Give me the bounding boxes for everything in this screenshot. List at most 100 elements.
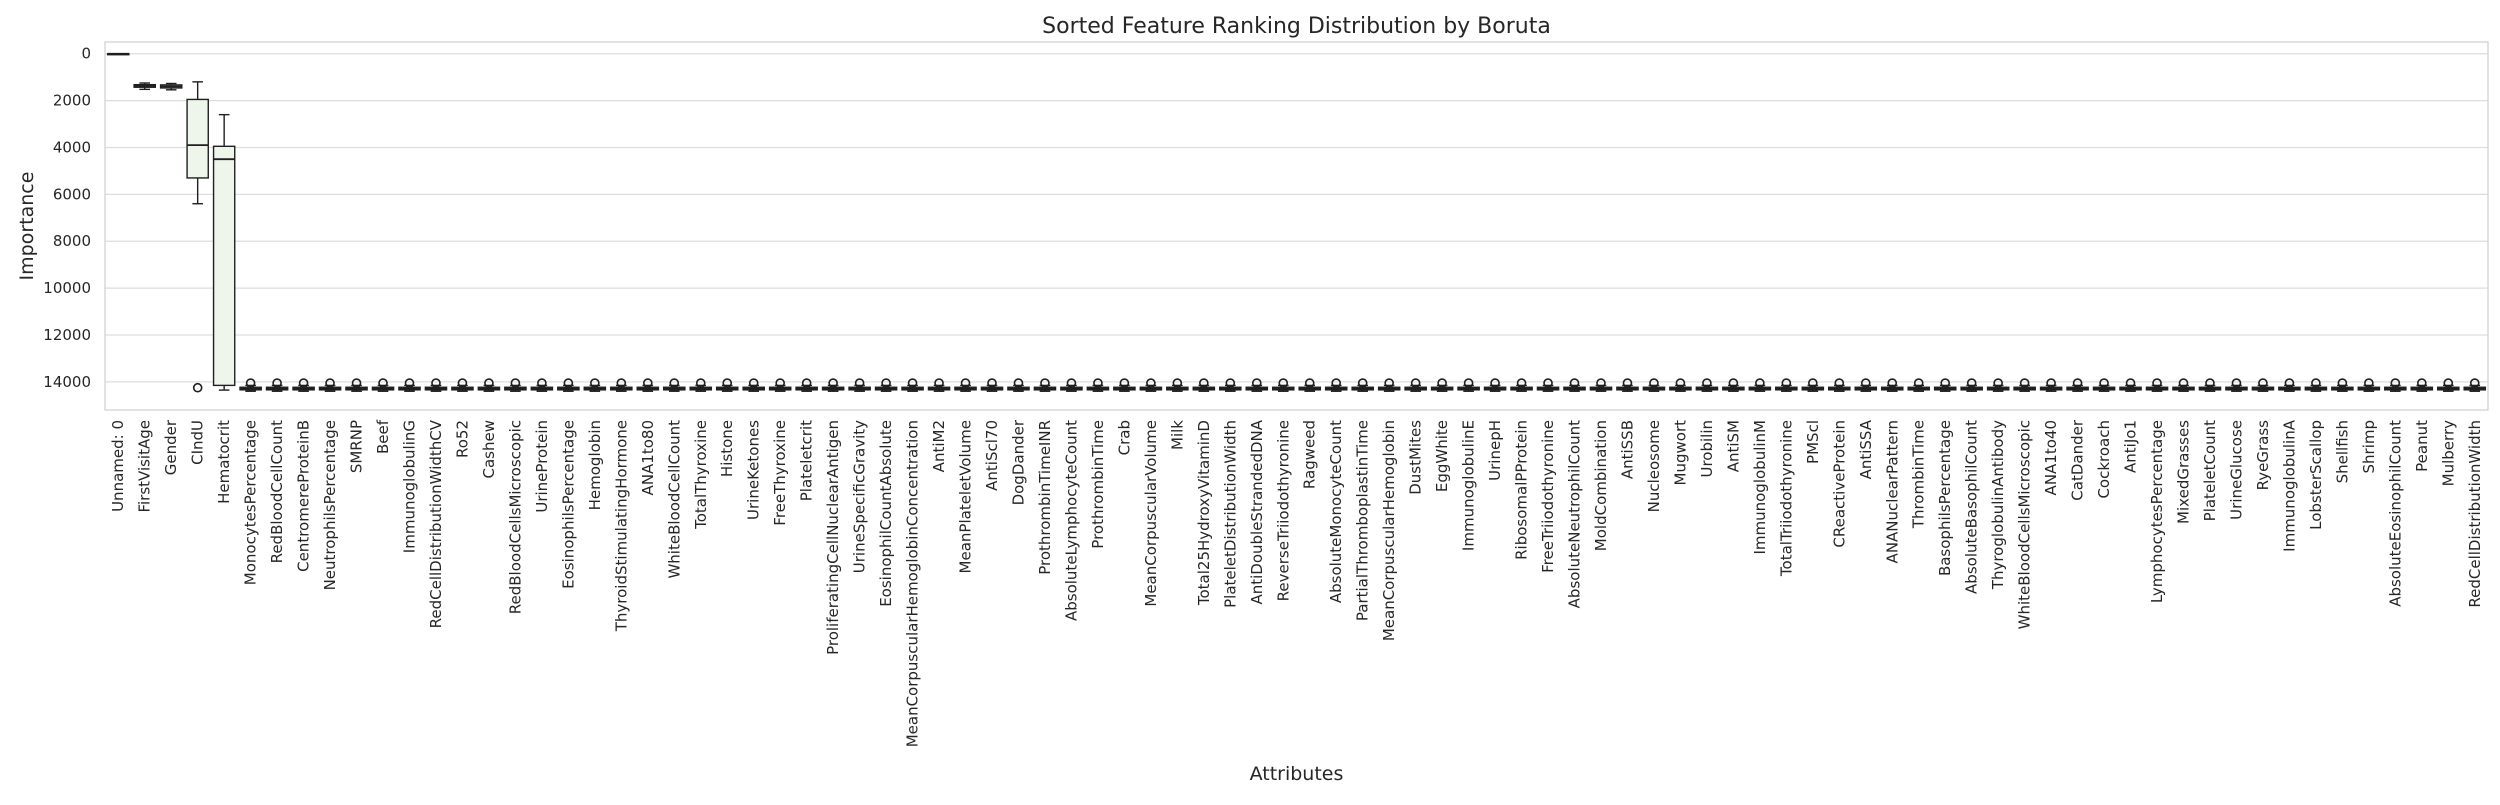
box-83 bbox=[2304, 378, 2328, 392]
outlier-point bbox=[537, 378, 547, 388]
box-68 bbox=[1907, 378, 1931, 392]
outlier-point bbox=[2337, 378, 2348, 388]
y-tick-label: 10000 bbox=[43, 279, 91, 297]
outlier-point bbox=[642, 378, 653, 388]
outlier-point bbox=[1569, 378, 1580, 388]
box-32 bbox=[954, 378, 977, 392]
box-31 bbox=[927, 378, 951, 392]
outlier-point bbox=[616, 378, 627, 388]
box-89 bbox=[2463, 378, 2487, 392]
box-38 bbox=[1113, 378, 1136, 392]
x-tick-label: RedCellDistributionWidthCV bbox=[427, 419, 445, 628]
x-tick-label: LymphocytesPercentage bbox=[2148, 420, 2166, 603]
outlier-point bbox=[2205, 378, 2215, 388]
outlier-point bbox=[1596, 378, 1606, 388]
x-tick-label: Beef bbox=[374, 419, 392, 454]
box-7 bbox=[292, 378, 315, 392]
x-tick-label: WhiteBloodCellsMicroscopic bbox=[2016, 420, 2034, 629]
outlier-point bbox=[1146, 378, 1156, 388]
outlier-point bbox=[775, 378, 785, 388]
x-axis-label: Attributes bbox=[1250, 763, 1344, 785]
x-tick-label: DogDander bbox=[1009, 419, 1027, 505]
outlier-point bbox=[192, 382, 203, 393]
outlier-point bbox=[987, 378, 997, 388]
outlier-point bbox=[1304, 378, 1315, 388]
x-tick-label: Shrimp bbox=[2360, 420, 2378, 474]
x-tick-label: CReactiveProtein bbox=[1830, 420, 1848, 548]
box-73 bbox=[2039, 378, 2063, 392]
x-tick-label: Nucleosome bbox=[1645, 420, 1663, 512]
x-tick-label: Cockroach bbox=[2095, 420, 2113, 499]
box-17 bbox=[557, 378, 580, 392]
box-87 bbox=[2410, 378, 2434, 392]
outlier-point bbox=[298, 378, 309, 388]
x-tick-label: PlateletCount bbox=[2201, 420, 2219, 521]
outlier-point bbox=[854, 378, 865, 388]
outlier-point bbox=[2019, 378, 2030, 388]
outlier-point bbox=[431, 378, 441, 388]
box-23 bbox=[715, 378, 739, 392]
box-18 bbox=[583, 378, 607, 392]
x-tick-label: AntiSSA bbox=[1857, 419, 1875, 479]
box-26 bbox=[795, 378, 818, 392]
box-9 bbox=[345, 378, 368, 392]
box-66 bbox=[1854, 378, 1878, 392]
outlier-point bbox=[907, 378, 918, 388]
box-74 bbox=[2066, 378, 2089, 392]
x-tick-label: Mulberry bbox=[2439, 420, 2457, 486]
box-35 bbox=[1033, 378, 1057, 392]
outlier-point bbox=[1966, 378, 1977, 388]
box-78 bbox=[2172, 378, 2195, 392]
x-tick-label: Plateletcrit bbox=[798, 420, 816, 501]
outlier-point bbox=[1278, 378, 1289, 388]
box-5 bbox=[239, 378, 262, 392]
x-tick-label: UrineSpecificGravity bbox=[851, 420, 869, 573]
x-tick-label: AbsoluteMonocyteCount bbox=[1327, 420, 1345, 603]
x-tick-label: Hemoglobin bbox=[586, 420, 604, 510]
outlier-point bbox=[881, 378, 891, 388]
outlier-point bbox=[1199, 378, 1209, 388]
x-tick-label: FreeTriiodothyronine bbox=[1539, 420, 1557, 573]
x-tick-label: PlateletDistributionWidth bbox=[1221, 420, 1239, 608]
x-tick-label: RibosomalPProtein bbox=[1513, 420, 1531, 560]
x-tick-label: AntiJo1 bbox=[2122, 420, 2140, 473]
x-tick-label: ThrombinTime bbox=[1910, 420, 1928, 529]
outlier-point bbox=[2231, 378, 2242, 388]
x-tick-label: Gender bbox=[162, 419, 180, 475]
x-tick-label: LobsterScallop bbox=[2307, 420, 2325, 530]
x-tick-label: EggWhite bbox=[1433, 420, 1451, 492]
box-63 bbox=[1775, 378, 1798, 392]
box-84 bbox=[2331, 378, 2354, 392]
box-54 bbox=[1536, 378, 1560, 392]
outlier-point bbox=[1225, 378, 1236, 388]
outlier-point bbox=[1357, 378, 1368, 388]
box-61 bbox=[1722, 378, 1745, 392]
outlier-point bbox=[1040, 378, 1050, 388]
box-33 bbox=[980, 378, 1004, 392]
outlier-point bbox=[2178, 378, 2189, 388]
box-46 bbox=[1324, 378, 1348, 392]
x-tick-label: AntiSSB bbox=[1618, 420, 1636, 479]
box-44 bbox=[1271, 378, 1295, 392]
x-tick-label: CentromereProteinB bbox=[295, 420, 313, 572]
x-tick-label: AntiM2 bbox=[930, 420, 948, 472]
y-tick-label: 12000 bbox=[43, 326, 91, 344]
y-tick-label: 4000 bbox=[53, 138, 91, 156]
x-tick-label: Cashew bbox=[480, 420, 498, 478]
outlier-point bbox=[2390, 378, 2401, 388]
x-tick-label: Ro52 bbox=[453, 420, 471, 458]
box-57 bbox=[1616, 378, 1639, 392]
x-tick-label: UrineProtein bbox=[533, 420, 551, 513]
box-42 bbox=[1219, 378, 1242, 392]
box-43 bbox=[1245, 378, 1269, 392]
box-88 bbox=[2436, 378, 2460, 392]
outlier-point bbox=[1781, 378, 1792, 388]
x-tick-label: Mugwort bbox=[1671, 420, 1689, 486]
y-axis-label: Importance bbox=[16, 172, 38, 281]
x-tick-label: EosinophilCountAbsolute bbox=[877, 420, 895, 607]
outlier-point bbox=[828, 378, 838, 388]
box-28 bbox=[848, 378, 871, 392]
y-tick-label: 2000 bbox=[53, 92, 91, 110]
box-51 bbox=[1457, 378, 1480, 392]
x-tick-label: MeanPlateletVolume bbox=[957, 420, 975, 573]
